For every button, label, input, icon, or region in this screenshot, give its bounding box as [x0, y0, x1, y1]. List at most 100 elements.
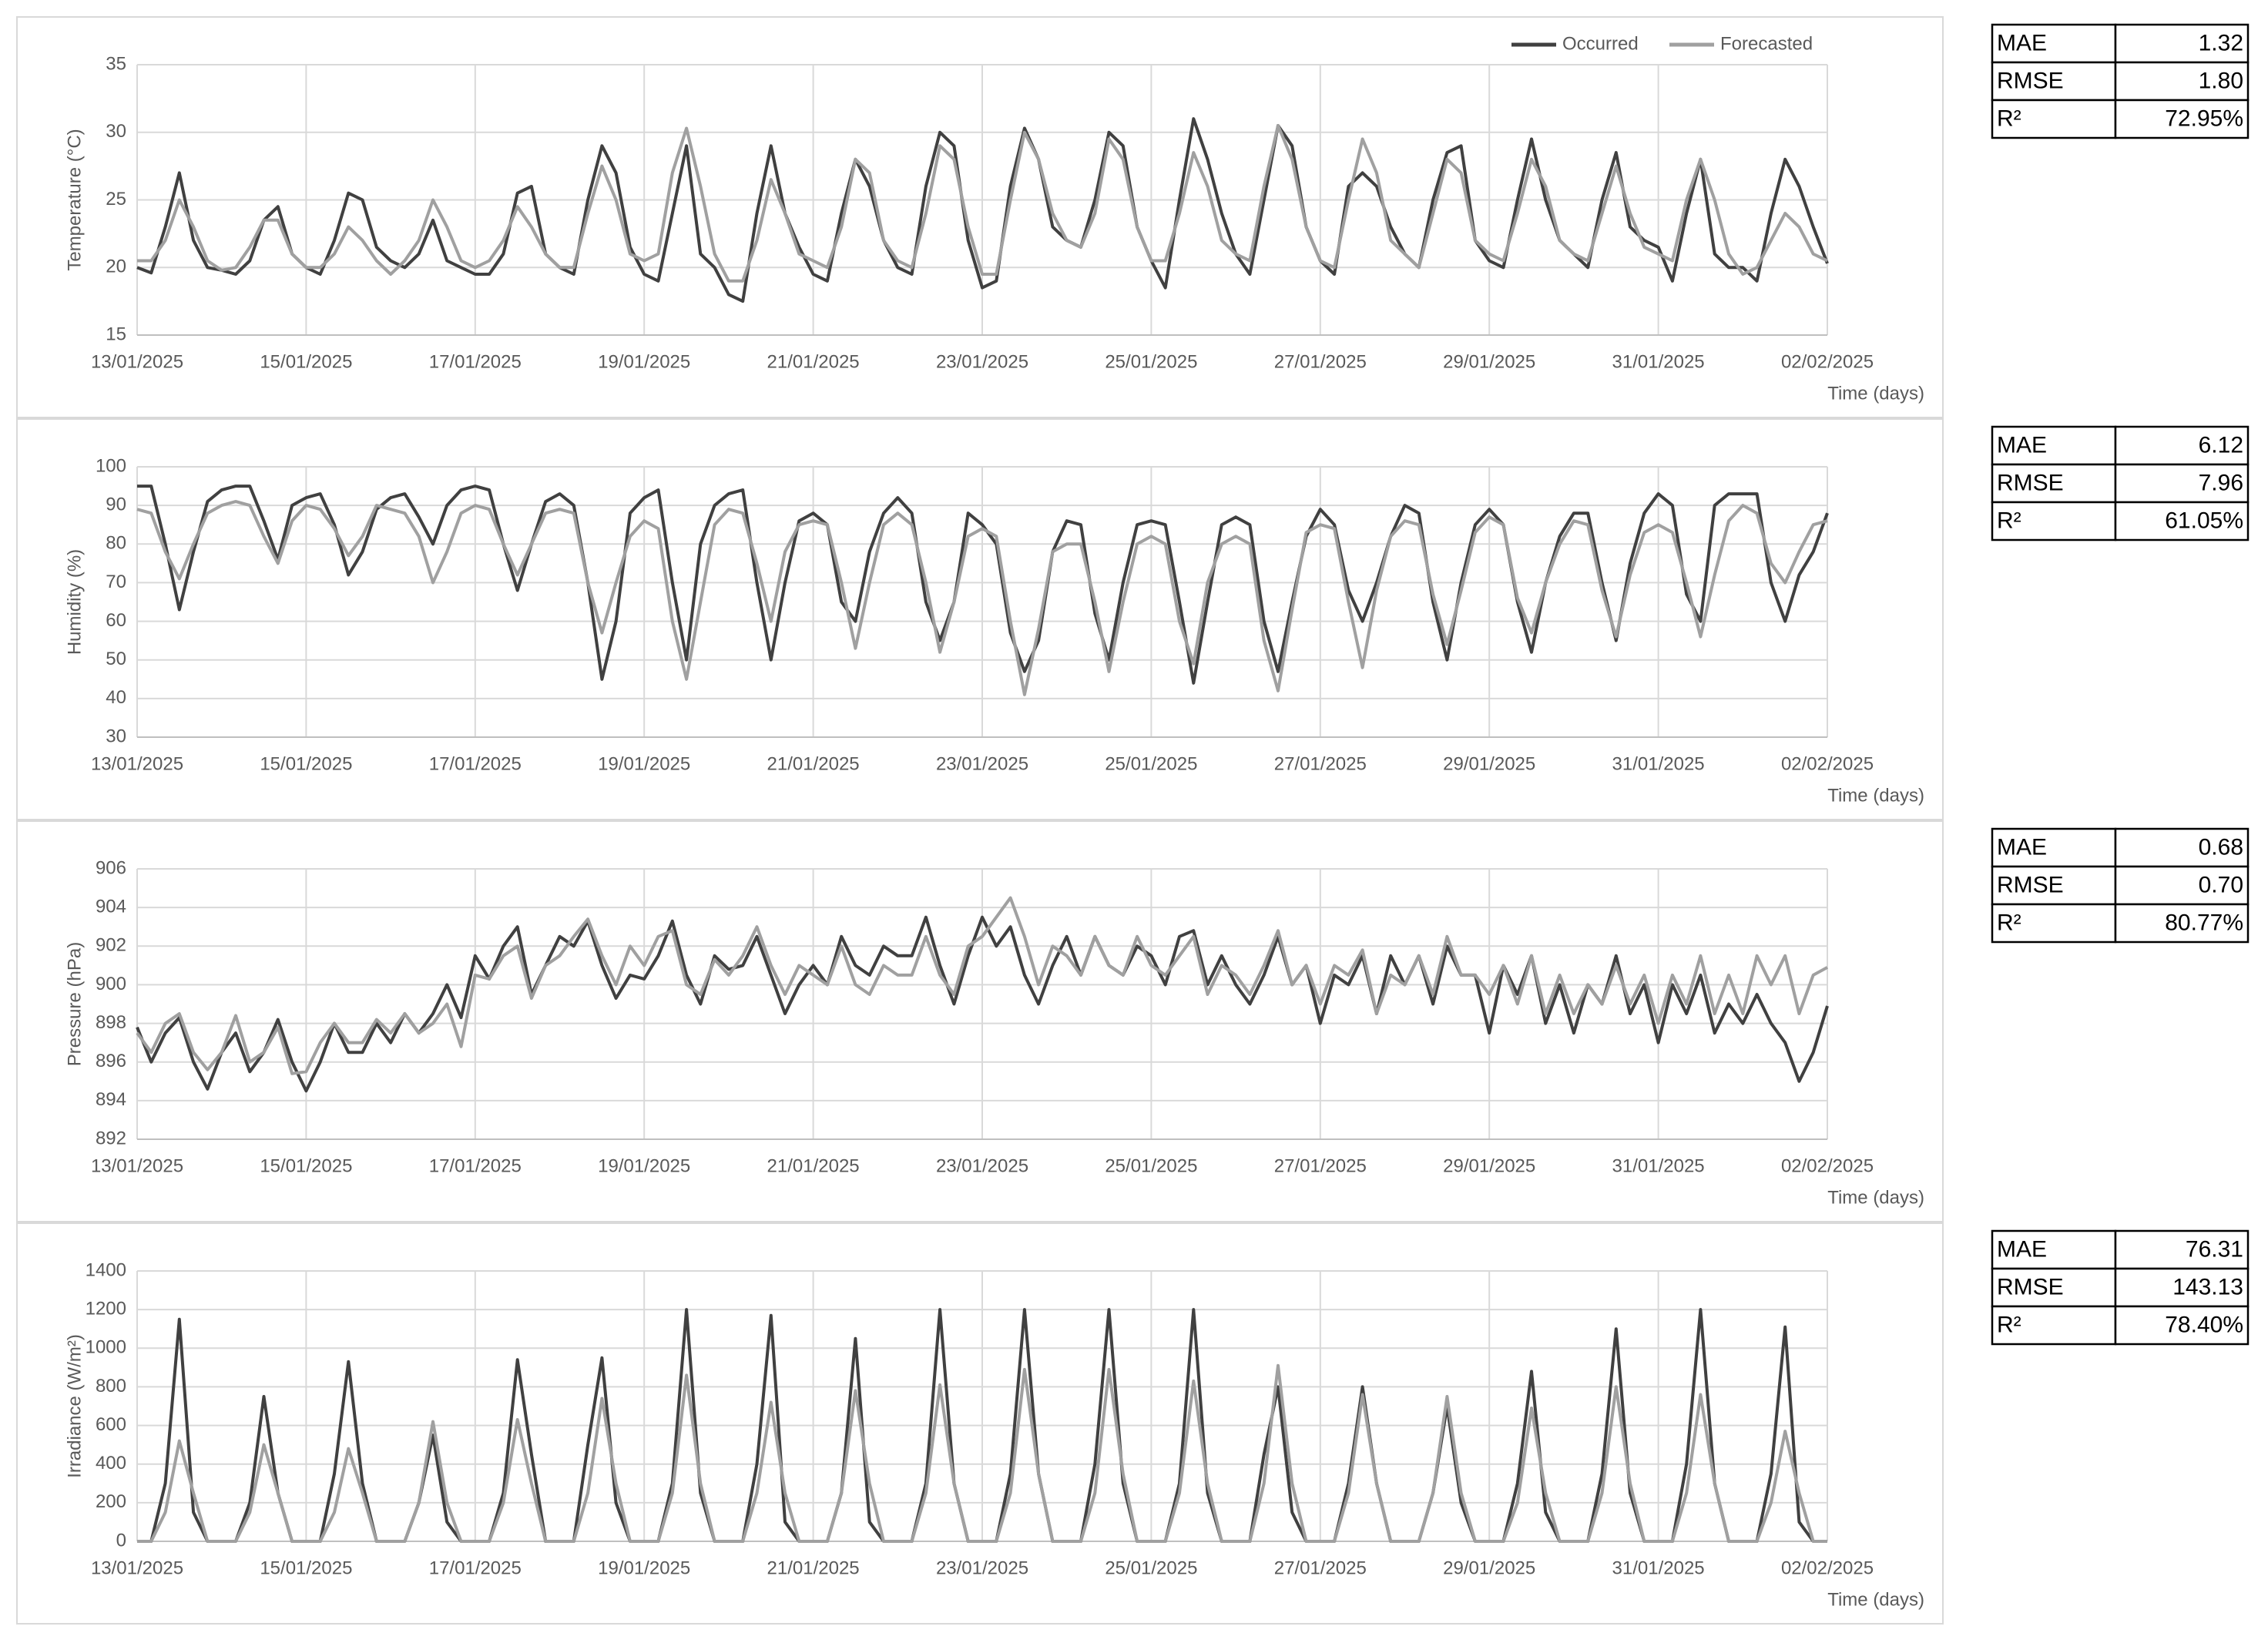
x-tick-label: 13/01/2025 — [91, 1557, 183, 1578]
x-tick-label: 31/01/2025 — [1612, 351, 1705, 372]
series-line — [137, 124, 1828, 283]
table-cell — [2114, 1229, 2250, 1270]
table-cell — [2114, 1305, 2250, 1346]
x-tick-label: 17/01/2025 — [429, 753, 522, 774]
y-tick-label: 800 — [96, 1376, 126, 1397]
stat-value: 61.05% — [2165, 508, 2243, 533]
x-tick-label: 17/01/2025 — [429, 1557, 522, 1578]
x-tick-label: 29/01/2025 — [1443, 1557, 1535, 1578]
panel-border — [16, 1222, 1944, 1625]
x-tick-label: 27/01/2025 — [1274, 1557, 1367, 1578]
y-tick-label: 100 — [96, 455, 126, 476]
y-tick-label: 400 — [96, 1453, 126, 1474]
y-tick-label: 30 — [106, 121, 126, 142]
table-cell — [2114, 425, 2250, 466]
series-line — [136, 117, 1829, 303]
y-tick-label: 20 — [106, 257, 126, 277]
x-tick-label: 21/01/2025 — [767, 1557, 860, 1578]
x-tick-label: 13/01/2025 — [91, 351, 183, 372]
x-tick-label: 29/01/2025 — [1443, 753, 1535, 774]
table-cell — [1991, 827, 2117, 868]
y-tick-label: 35 — [106, 53, 126, 74]
y-tick-label: 0 — [116, 1530, 126, 1551]
x-tick-label: 23/01/2025 — [936, 351, 1028, 372]
stat-value: 6.12 — [2199, 432, 2243, 458]
x-tick-label: 19/01/2025 — [598, 753, 690, 774]
x-tick-label: 25/01/2025 — [1105, 753, 1197, 774]
y-axis-title: Irradiance (W/m²) — [64, 1334, 85, 1478]
y-tick-label: 1000 — [86, 1337, 126, 1358]
table-cell — [2114, 865, 2250, 906]
legend-label: Forecasted — [1720, 33, 1813, 54]
x-tick-label: 23/01/2025 — [936, 753, 1028, 774]
stats-table: MAE 6.12 RMSE 7.96 R² 61.05% — [1991, 425, 2250, 542]
y-tick-label: 70 — [106, 572, 126, 592]
chart-panel: 0 200 400 600 800 1000 1200 1400 13/01/2025 15/01… — [16, 1222, 1944, 1625]
y-tick-label: 25 — [106, 189, 126, 210]
y-tick-label: 200 — [96, 1491, 126, 1512]
x-tick-label: 15/01/2025 — [260, 1155, 352, 1176]
stats-table: MAE 0.68 RMSE 0.70 R² 80.77% — [1991, 827, 2250, 944]
stat-value: 143.13 — [2172, 1274, 2243, 1299]
panel-border — [16, 820, 1944, 1222]
stat-name: RMSE — [1997, 470, 2064, 495]
y-axis-title: Pressure (hPa) — [64, 942, 85, 1066]
panel-border — [16, 418, 1944, 820]
y-tick-label: 40 — [106, 687, 126, 708]
table-cell — [1991, 61, 2117, 102]
stat-name: R² — [1997, 106, 2021, 131]
y-tick-label: 60 — [106, 610, 126, 631]
stat-name: MAE — [1997, 432, 2047, 458]
x-tick-label: 19/01/2025 — [598, 351, 690, 372]
x-tick-label: 21/01/2025 — [767, 753, 860, 774]
stat-name: MAE — [1997, 834, 2047, 860]
x-tick-label: 15/01/2025 — [260, 753, 352, 774]
stats-table: MAE 76.31 RMSE 143.13 R² 78.40% — [1991, 1229, 2250, 1346]
x-tick-label: 23/01/2025 — [936, 1155, 1028, 1176]
chart-panel: 30 40 50 60 70 80 90 100 13/01/2025 15/01/2025 17/… — [16, 418, 1944, 820]
stat-value: 7.96 — [2199, 470, 2243, 495]
y-tick-label: 900 — [96, 974, 126, 994]
stat-name: MAE — [1997, 1236, 2047, 1262]
y-axis-title: Temperature (°C) — [64, 129, 85, 270]
x-tick-label: 21/01/2025 — [767, 1155, 860, 1176]
legend-label: Occurred — [1562, 33, 1639, 54]
x-tick-label: 19/01/2025 — [598, 1155, 690, 1176]
table-cell — [1991, 1305, 2117, 1346]
stat-value: 78.40% — [2165, 1312, 2243, 1337]
y-tick-label: 90 — [106, 494, 126, 515]
y-tick-label: 30 — [106, 726, 126, 746]
x-tick-label: 25/01/2025 — [1105, 351, 1197, 372]
x-tick-label: 27/01/2025 — [1274, 1155, 1367, 1176]
panel-border — [16, 16, 1944, 418]
table-cell — [2114, 23, 2250, 64]
x-tick-label: 02/02/2025 — [1781, 1155, 1874, 1176]
x-axis-title: Time (days) — [1827, 785, 1924, 806]
table-cell — [1991, 463, 2117, 504]
y-tick-label: 898 — [96, 1012, 126, 1033]
stat-name: R² — [1997, 910, 2021, 935]
x-tick-label: 27/01/2025 — [1274, 351, 1367, 372]
x-tick-label: 23/01/2025 — [936, 1557, 1028, 1578]
table-cell — [1991, 1229, 2117, 1270]
x-tick-label: 27/01/2025 — [1274, 753, 1367, 774]
chart-panel: 15 20 25 30 35 13/01/2025 15/01/2025 17/01/2025… — [16, 16, 1944, 418]
x-tick-label: 02/02/2025 — [1781, 753, 1874, 774]
table-cell — [2114, 903, 2250, 944]
series-line — [136, 500, 1828, 696]
x-tick-label: 17/01/2025 — [429, 1155, 522, 1176]
x-tick-label: 25/01/2025 — [1105, 1155, 1197, 1176]
stat-name: RMSE — [1997, 68, 2064, 93]
stat-name: MAE — [1997, 30, 2047, 55]
stat-value: 72.95% — [2165, 106, 2243, 131]
stat-name: R² — [1997, 1312, 2021, 1337]
stat-value: 0.68 — [2199, 834, 2243, 860]
stat-name: RMSE — [1997, 872, 2064, 897]
y-tick-label: 50 — [106, 649, 126, 669]
stat-name: RMSE — [1997, 1274, 2064, 1299]
x-tick-label: 15/01/2025 — [260, 1557, 352, 1578]
stat-value: 1.80 — [2199, 68, 2243, 93]
y-tick-label: 1400 — [86, 1259, 126, 1280]
